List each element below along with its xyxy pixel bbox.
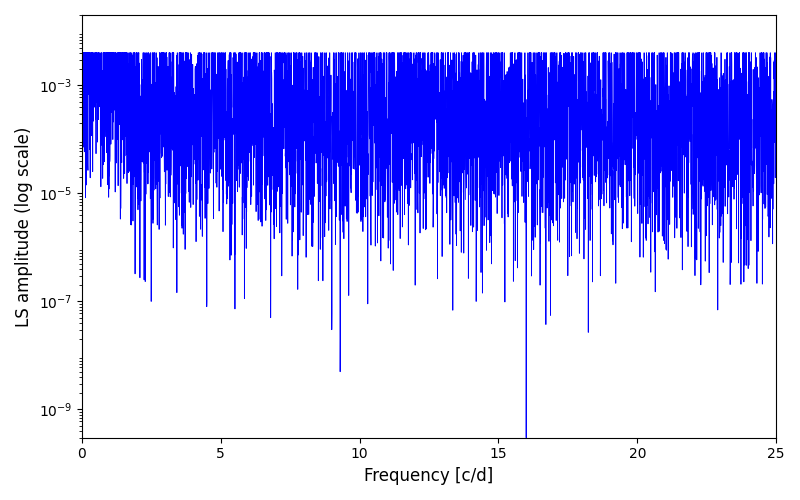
X-axis label: Frequency [c/d]: Frequency [c/d] — [364, 467, 494, 485]
Y-axis label: LS amplitude (log scale): LS amplitude (log scale) — [15, 126, 33, 326]
